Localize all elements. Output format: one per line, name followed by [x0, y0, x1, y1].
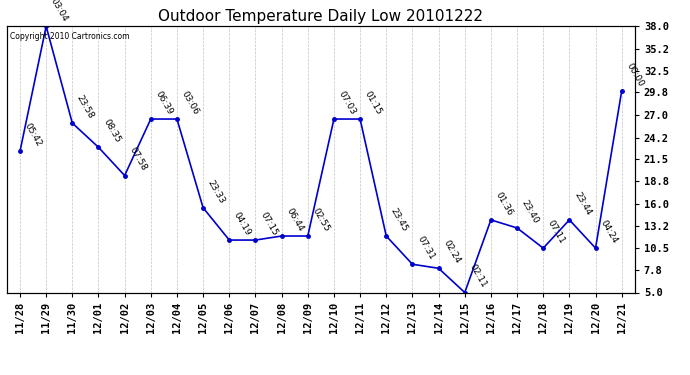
- Text: 03:04: 03:04: [49, 0, 70, 24]
- Text: 07:03: 07:03: [337, 89, 357, 116]
- Text: 02:24: 02:24: [442, 239, 462, 266]
- Text: 23:44: 23:44: [572, 190, 593, 217]
- Text: 06:44: 06:44: [284, 207, 305, 233]
- Text: 07:31: 07:31: [415, 235, 436, 261]
- Text: 05:42: 05:42: [23, 122, 43, 148]
- Text: 23:40: 23:40: [520, 198, 540, 225]
- Text: 08:35: 08:35: [101, 118, 122, 144]
- Text: 23:33: 23:33: [206, 178, 226, 205]
- Text: Copyright 2010 Cartronics.com: Copyright 2010 Cartronics.com: [10, 32, 130, 40]
- Text: 06:39: 06:39: [154, 89, 175, 116]
- Text: 02:11: 02:11: [468, 263, 489, 290]
- Text: 00:00: 00:00: [624, 61, 645, 88]
- Text: 23:45: 23:45: [389, 207, 410, 233]
- Text: 02:55: 02:55: [310, 207, 331, 233]
- Text: 01:15: 01:15: [363, 89, 384, 116]
- Text: 04:24: 04:24: [598, 219, 619, 245]
- Text: 04:19: 04:19: [232, 210, 253, 237]
- Text: 07:58: 07:58: [128, 146, 148, 173]
- Text: 07:11: 07:11: [546, 219, 566, 245]
- Text: 03:06: 03:06: [179, 89, 201, 116]
- Title: Outdoor Temperature Daily Low 20101222: Outdoor Temperature Daily Low 20101222: [158, 9, 484, 24]
- Text: 07:15: 07:15: [258, 210, 279, 237]
- Text: 23:58: 23:58: [75, 93, 96, 120]
- Text: 01:36: 01:36: [493, 190, 515, 217]
